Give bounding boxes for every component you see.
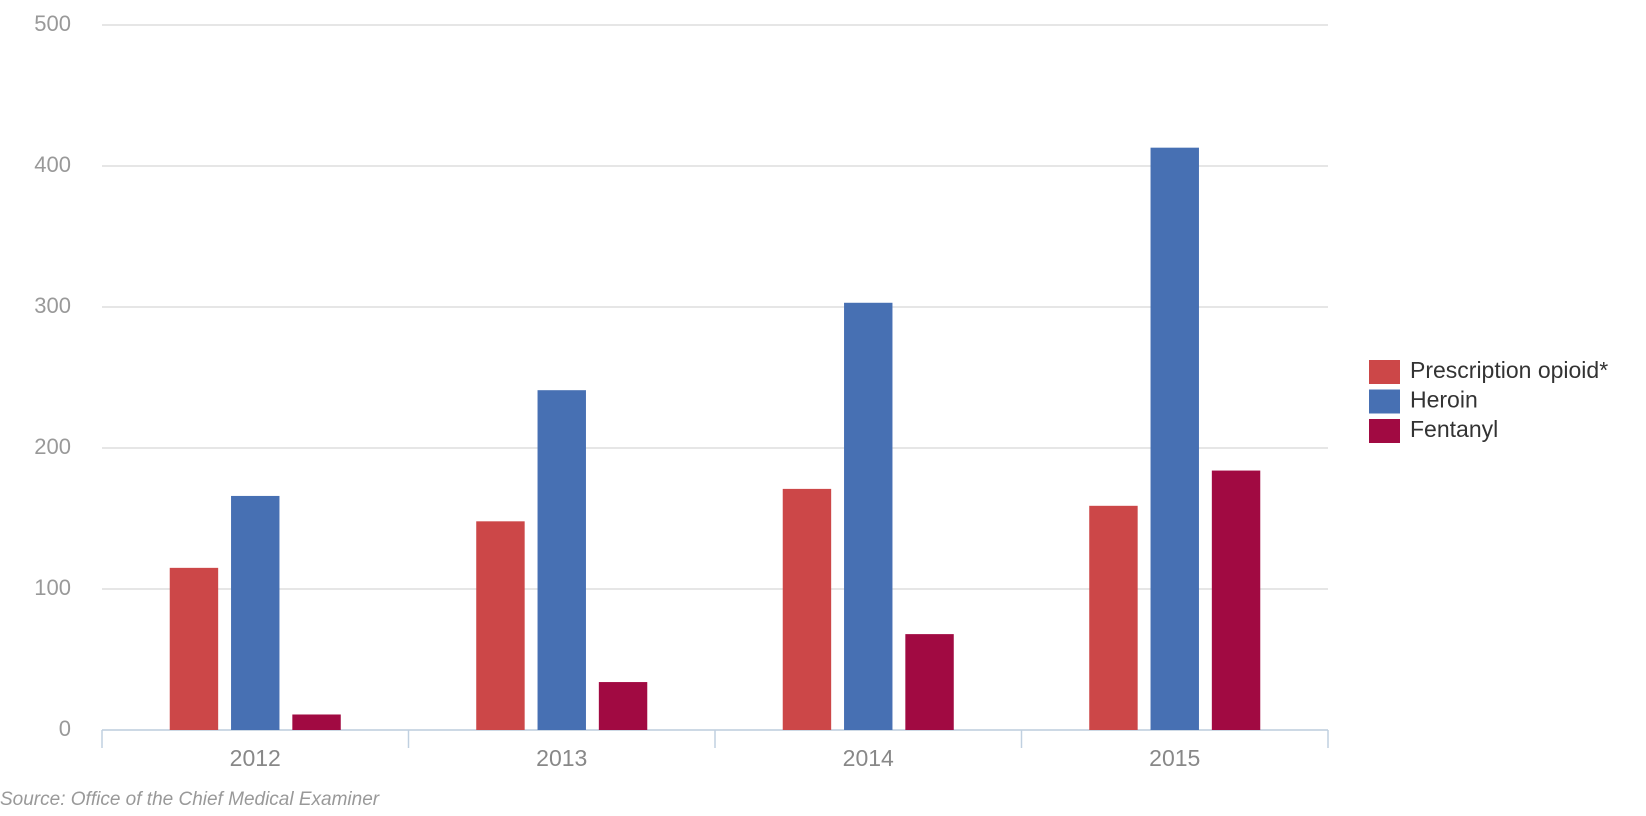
bar bbox=[169, 567, 219, 730]
source-note: Source: Office of the Chief Medical Exam… bbox=[0, 789, 380, 810]
bar bbox=[782, 488, 832, 730]
legend-swatch bbox=[1369, 389, 1400, 414]
legend-label: Prescription opioid* bbox=[1410, 357, 1608, 383]
bar bbox=[292, 714, 341, 730]
legend-label: Heroin bbox=[1410, 387, 1478, 413]
legend-label: Fentanyl bbox=[1410, 416, 1498, 442]
bar bbox=[1211, 470, 1261, 730]
y-tick-label: 0 bbox=[59, 716, 71, 741]
x-tick-label: 2013 bbox=[536, 745, 587, 771]
bar bbox=[844, 302, 893, 730]
bar bbox=[537, 390, 586, 730]
y-tick-label: 200 bbox=[34, 434, 71, 459]
x-tick-label: 2015 bbox=[1149, 745, 1200, 771]
bar bbox=[1150, 147, 1199, 731]
bar bbox=[231, 495, 280, 730]
y-tick-label: 400 bbox=[34, 152, 71, 177]
bar bbox=[598, 682, 648, 730]
x-tick-label: 2014 bbox=[843, 745, 894, 771]
bar bbox=[905, 634, 954, 730]
bar bbox=[476, 521, 525, 730]
legend-swatch bbox=[1369, 419, 1400, 443]
y-tick-label: 500 bbox=[34, 11, 71, 36]
x-tick-label: 2012 bbox=[230, 745, 281, 771]
bar bbox=[1089, 505, 1138, 730]
y-tick-label: 300 bbox=[34, 293, 71, 318]
y-tick-label: 100 bbox=[34, 575, 71, 600]
legend-swatch bbox=[1369, 360, 1400, 384]
